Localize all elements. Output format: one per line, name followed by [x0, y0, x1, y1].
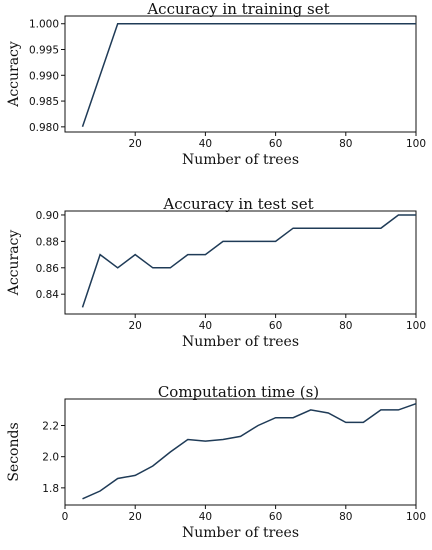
test-x-axis-label: Number of trees [182, 334, 299, 350]
time-chart: Computation time (s) 0 20 40 60 80 100 1.8 2.0 2.… [6, 383, 426, 541]
time-y-tick-label: 2.0 [42, 452, 59, 464]
test-x-tick-label: 40 [199, 320, 212, 332]
train-x-tick-label: 60 [269, 138, 282, 150]
train-x-axis-label: Number of trees [182, 152, 299, 168]
train-x-tick-label: 100 [406, 138, 426, 150]
train-y-tick-label: 0.985 [29, 96, 59, 108]
train-plot-frame [64, 15, 417, 133]
test-x-tick-label: 20 [129, 320, 142, 332]
train-y-axis-label: Accuracy [6, 41, 22, 108]
test-x-tick-label: 60 [269, 320, 282, 332]
train-y-tick-label: 0.990 [29, 70, 59, 82]
test-y-axis-label: Accuracy [6, 230, 22, 297]
train-chart: Accuracy in training set 20 40 60 80 100 0.980… [6, 0, 426, 168]
test-series-line [81, 214, 416, 308]
time-y-axis-label: Seconds [6, 422, 22, 481]
test-x-tick-label: 100 [406, 320, 426, 332]
train-x-tick-label: 20 [129, 138, 142, 150]
time-x-tick-label: 60 [269, 511, 282, 523]
time-y-tick-label: 2.2 [42, 421, 59, 433]
test-plot-frame [64, 210, 417, 315]
test-y-tick-label: 0.84 [36, 289, 60, 301]
train-y-tick-label: 0.995 [29, 45, 59, 57]
test-chart: Accuracy in test set 20 40 60 80 100 0.84 0.86 0… [6, 195, 426, 350]
time-x-tick-label: 0 [62, 511, 69, 523]
time-y-tick-label: 1.8 [42, 483, 59, 495]
time-x-axis-label: Number of trees [182, 525, 299, 541]
time-x-tick-label: 100 [406, 511, 426, 523]
time-x-tick-label: 80 [339, 511, 352, 523]
time-x-tick-label: 40 [199, 511, 212, 523]
time-title: Computation time (s) [158, 383, 319, 401]
test-y-tick-label: 0.86 [36, 263, 60, 275]
test-title: Accuracy in test set [162, 195, 313, 213]
train-x-tick-label: 40 [199, 138, 212, 150]
train-y-tick-label: 1.000 [29, 19, 59, 31]
time-x-tick-label: 20 [129, 511, 142, 523]
time-plot-frame [64, 398, 417, 506]
test-y-tick-label: 0.90 [36, 210, 59, 222]
time-series-line [82, 402, 417, 500]
train-y-tick-label: 0.980 [29, 122, 59, 134]
test-y-tick-label: 0.88 [36, 236, 59, 248]
test-x-tick-label: 80 [339, 320, 352, 332]
train-x-tick-label: 80 [339, 138, 352, 150]
train-title: Accuracy in training set [146, 0, 329, 18]
train-series-line [81, 22, 416, 128]
